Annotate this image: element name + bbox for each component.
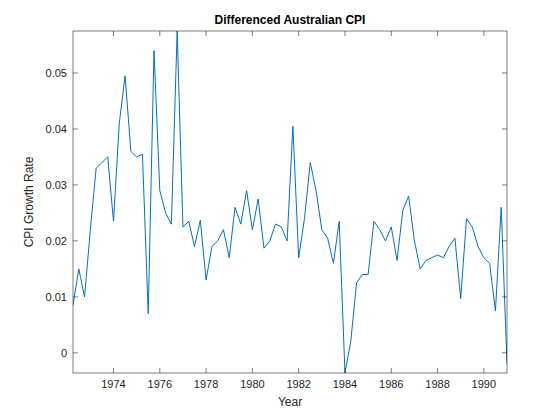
- y-tick: [502, 352, 507, 353]
- x-tick: [159, 31, 160, 36]
- x-tick-label: 1980: [240, 378, 264, 390]
- x-tick: [252, 31, 253, 36]
- y-tick: [502, 296, 507, 297]
- x-tick: [159, 368, 160, 373]
- y-tick-label: 0.02: [46, 235, 67, 247]
- y-tick: [73, 240, 78, 241]
- x-tick: [206, 368, 207, 373]
- x-tick: [206, 31, 207, 36]
- background: [0, 0, 560, 420]
- y-tick: [73, 128, 78, 129]
- title: Differenced Australian CPI: [215, 13, 366, 27]
- y-tick: [73, 296, 78, 297]
- x-tick: [344, 368, 345, 373]
- y-tick-label: 0.05: [46, 67, 67, 79]
- x-tick-label: 1986: [379, 378, 403, 390]
- x-tick: [437, 31, 438, 36]
- axes-box: [73, 31, 507, 373]
- x-tick-label: 1976: [148, 378, 172, 390]
- x-tick: [391, 31, 392, 36]
- y-tick-label: 0.03: [46, 179, 67, 191]
- x-tick: [298, 31, 299, 36]
- y-tick: [502, 240, 507, 241]
- x-tick: [344, 31, 345, 36]
- y-tick: [73, 72, 78, 73]
- y-tick: [502, 128, 507, 129]
- x-tick-label: 1988: [425, 378, 449, 390]
- x-tick: [113, 368, 114, 373]
- plot-area: [73, 31, 507, 373]
- chart: 1974 1976 1978 1980 1982 1984 1986 1988 1990 0 0.0…: [0, 0, 560, 420]
- y-tick-label: 0.04: [46, 123, 67, 135]
- x-tick-label: 1982: [286, 378, 310, 390]
- x-tick: [298, 368, 299, 373]
- x-tick: [391, 368, 392, 373]
- series-group: [73, 31, 507, 373]
- series-line: [73, 31, 507, 373]
- x-axis-label: Year: [278, 395, 302, 409]
- y-axis-label: CPI Growth Rate: [22, 156, 36, 247]
- y-tick: [73, 184, 78, 185]
- x-tick: [437, 368, 438, 373]
- x-tick-label: 1990: [472, 378, 496, 390]
- x-tick: [252, 368, 253, 373]
- y-tick: [73, 352, 78, 353]
- y-tick-label: 0: [61, 347, 67, 359]
- y-tick: [502, 184, 507, 185]
- y-tick: [502, 72, 507, 73]
- x-tick: [483, 31, 484, 36]
- x-tick-label: 1974: [101, 378, 125, 390]
- x-tick-label: 1984: [333, 378, 357, 390]
- y-tick-label: 0.01: [46, 291, 67, 303]
- x-tick: [483, 368, 484, 373]
- x-tick: [113, 31, 114, 36]
- x-tick-label: 1978: [194, 378, 218, 390]
